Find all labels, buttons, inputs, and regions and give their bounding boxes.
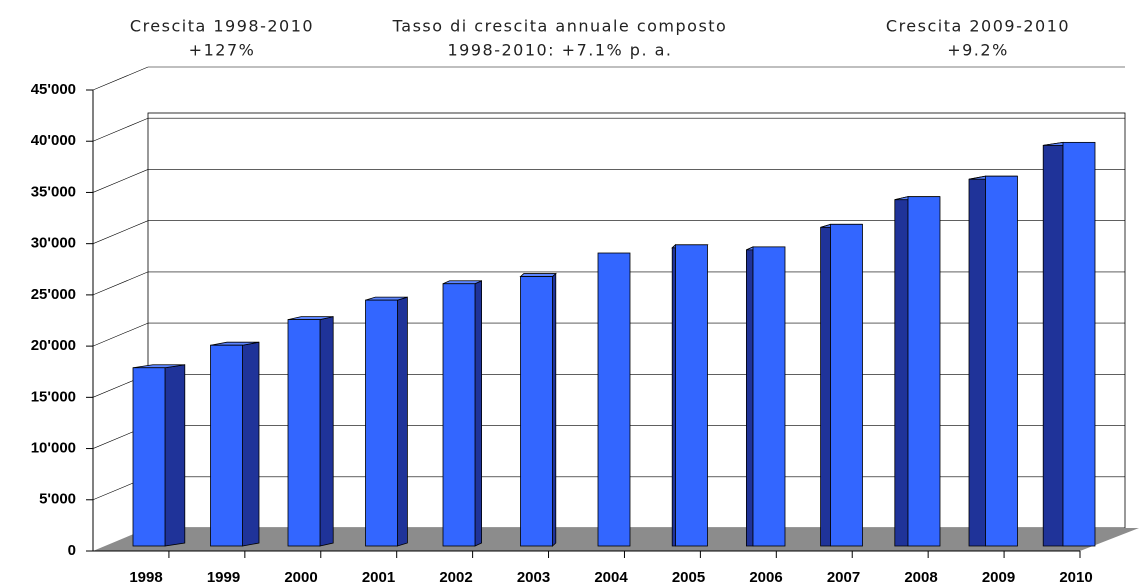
bar [442,283,476,547]
grid-line [92,117,149,142]
bar-side [746,246,754,547]
bar-top [442,280,482,285]
annotation: +9.2% [947,41,1009,60]
x-tick-label: 2010 [1059,569,1092,586]
bar-side [671,243,676,547]
x-tick-label: 2006 [749,569,782,586]
grid-line [92,66,149,91]
grid-line [92,322,149,347]
bar-side [397,296,408,547]
bar [365,299,398,547]
x-tick-label: 2009 [982,569,1015,586]
bar [210,344,243,547]
annotation: Crescita 1998-2010 [130,17,314,36]
x-tick-label: 2007 [827,569,860,586]
x-tick-label: 2000 [284,569,317,586]
grid-line [92,220,149,244]
bar-side [820,223,831,547]
bar-side [164,364,186,547]
x-tick-label: 2003 [517,569,550,586]
y-tick-label: 25'000 [31,286,76,303]
y-tick-label: 15'000 [31,388,76,405]
y-tick-label: 0 [68,542,76,559]
x-tick-label: 2008 [904,569,937,586]
y-tick-label: 10'000 [31,440,76,457]
grid-line [92,169,149,193]
annotation: Crescita 2009-2010 [886,17,1070,36]
bar-side [319,316,334,547]
x-tick-label: 2005 [672,569,705,586]
bar [287,319,321,547]
x-tick-label: 1998 [129,569,162,586]
x-tick-label: 2004 [594,569,628,586]
bar-side [1042,141,1064,547]
bar-top [519,273,557,277]
annotation: +127% [189,41,256,60]
y-tick-label: 5'000 [39,491,76,508]
bar [1062,141,1096,547]
bar-side [968,175,986,547]
bar-side [552,272,557,547]
x-tick-label: 1999 [207,569,240,586]
y-tick-label: 20'000 [31,337,76,354]
y-tick-label: 35'000 [31,183,76,200]
bar [520,276,553,547]
y-tick-label: 40'000 [31,132,76,149]
bar [907,196,941,547]
bar-side [474,280,483,547]
annotation: 1998-2010: +7.1% p. a. [447,41,672,60]
x-tick-label: 2001 [362,569,395,586]
x-tick-label: 2002 [439,569,472,586]
grid-line [92,271,149,296]
bar [830,223,863,547]
bar [132,367,166,547]
bar-side [242,341,260,547]
bar [597,252,631,547]
y-tick-label: 30'000 [31,235,76,252]
annotation: Tasso di crescita annuale composto [392,17,728,36]
bar [752,246,786,547]
bar-side [894,196,909,547]
y-tick-label: 45'000 [31,81,76,98]
bar [675,244,708,547]
bar [985,175,1018,547]
